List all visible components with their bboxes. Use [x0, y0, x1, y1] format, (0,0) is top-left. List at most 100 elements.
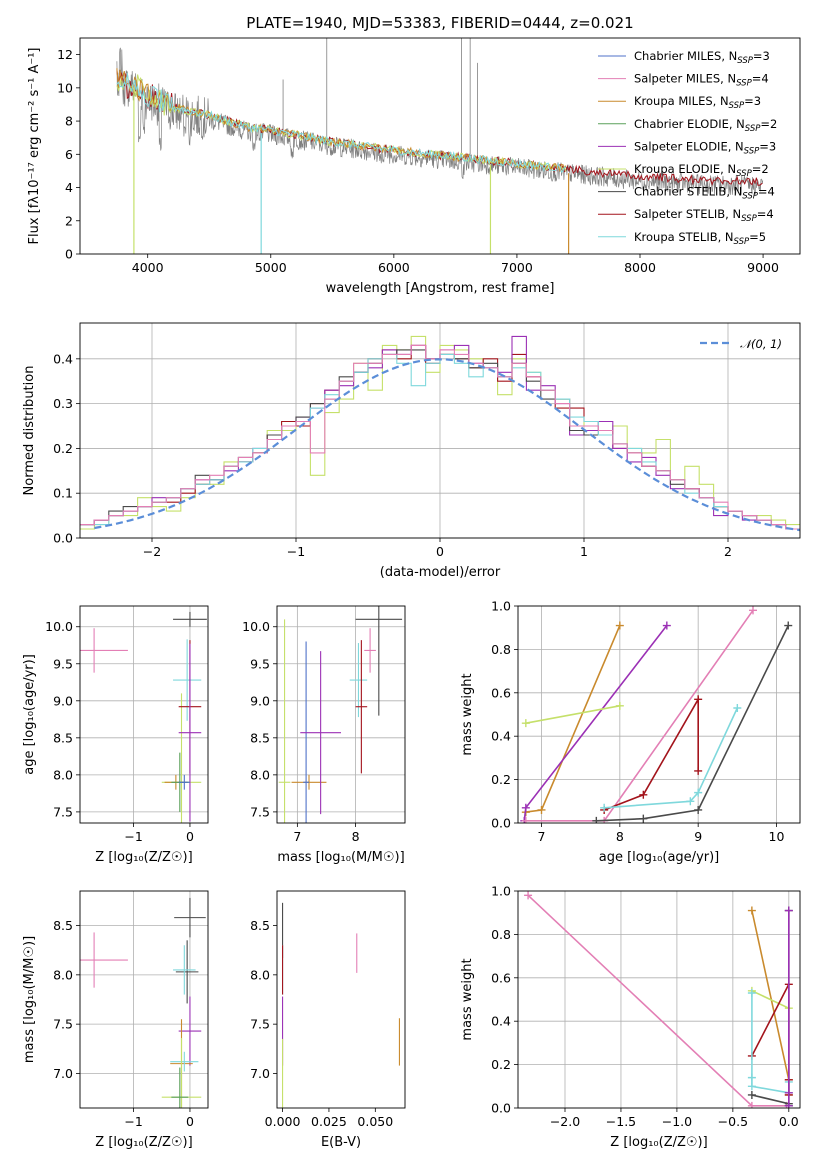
weight-marker — [747, 1082, 756, 1091]
x-tick-label: 8 — [352, 829, 360, 844]
weight-marker — [537, 805, 546, 814]
errorbar-point — [278, 619, 291, 823]
errorbar-point — [355, 606, 403, 716]
plot-area-weight-vs-age — [520, 606, 793, 823]
weight-line — [525, 705, 620, 724]
y-tick-label: 8.5 — [53, 918, 73, 933]
panel-mass-vs-Z: −1 0 7.0 7.5 8.0 8.5 Z [log₁₀(Z/Z☉)] mass [log₁… — [22, 890, 209, 1150]
y-tick-label: 0.6 — [491, 970, 511, 985]
legend-entry: Salpeter ELODIE, NSSP=3 — [598, 139, 776, 156]
y-tick-label: 0.0 — [491, 816, 511, 831]
y-tick-label: 0.6 — [491, 685, 511, 700]
x-tick-label: 0.000 — [265, 1114, 301, 1129]
weight-marker — [733, 703, 742, 712]
x-tick-label: 7000 — [501, 260, 533, 275]
legend-entry: Kroupa STELIB, NSSP=5 — [598, 230, 766, 247]
x-tick-label: 8000 — [624, 260, 656, 275]
y-tick-label: 7.0 — [250, 1066, 270, 1081]
weight-series-salpeter-elodie — [784, 906, 793, 1108]
y-tick-label: 8.0 — [53, 967, 73, 982]
y-axis-label: mass [log₁₀(M/M☉)] — [22, 936, 37, 1063]
weight-series-kroupa-miles — [521, 621, 624, 817]
weight-line — [751, 993, 790, 1094]
weight-line — [596, 625, 790, 822]
y-tick-label: 0.8 — [491, 642, 511, 657]
errorbar-point — [80, 932, 128, 988]
x-axis-label: mass [log₁₀(M/M☉)] — [277, 850, 404, 865]
weight-line — [603, 696, 699, 811]
errorbar-point — [170, 1051, 199, 1072]
weight-marker — [521, 719, 530, 728]
legend-entry: Salpeter STELIB, NSSP=4 — [598, 207, 774, 224]
figure-title: PLATE=1940, MJD=53383, FIBERID=0444, z=0… — [246, 14, 633, 32]
x-tick-label: −2.0 — [550, 1114, 580, 1129]
y-tick-label: 7.5 — [250, 1017, 270, 1032]
panel-age-vs-mass: 7 8 7.5 8.0 8.5 9.0 9.5 10.0 mass [log₁₀(M/M☉)] — [242, 605, 406, 865]
y-tick-label: 9.5 — [250, 656, 270, 671]
legend-label: Chabrier ELODIE, NSSP=2 — [634, 117, 777, 134]
weight-marker — [694, 805, 703, 814]
errorbar-point — [355, 640, 368, 774]
y-tick-label: 8.0 — [250, 767, 270, 782]
legend-label: 𝒩(0, 1) — [740, 337, 782, 351]
x-axis-label: Z [log₁₀(Z/Z☉)] — [610, 1135, 707, 1150]
legend-label: Chabrier MILES, NSSP=3 — [634, 49, 770, 66]
weight-marker — [749, 606, 757, 615]
grid-age-vs-mass — [277, 606, 405, 823]
x-tick-label: 2 — [724, 544, 732, 559]
weight-marker — [784, 621, 793, 630]
x-tick-label: 0 — [186, 829, 194, 844]
x-axis-label: Z [log₁₀(Z/Z☉)] — [95, 1135, 192, 1150]
x-tick-label: 0.025 — [311, 1114, 347, 1129]
weight-line — [751, 990, 790, 1009]
errorbar-point — [173, 639, 202, 721]
x-tick-label: 9000 — [747, 260, 779, 275]
weight-marker — [747, 1090, 756, 1099]
y-tick-label: 7.5 — [53, 804, 73, 819]
errorbar-point — [303, 641, 309, 823]
y-tick-label: 6 — [65, 147, 73, 162]
y-tick-label: 0.2 — [491, 1057, 511, 1072]
y-tick-label: 0.3 — [53, 396, 73, 411]
axes-frame — [276, 890, 406, 1109]
y-tick-label: 8.0 — [53, 767, 73, 782]
weight-series-salpeter-miles — [521, 606, 757, 823]
errorbar-point — [178, 996, 202, 1066]
axes-frame — [276, 605, 406, 824]
x-axis-label: Z [log₁₀(Z/Z☉)] — [95, 850, 192, 865]
weight-series-kroupa-stelib — [600, 703, 742, 812]
y-tick-label: 0.8 — [491, 927, 511, 942]
legend-entry: Chabrier ELODIE, NSSP=2 — [598, 117, 777, 134]
errorbar-point — [80, 628, 128, 673]
y-tick-label: 4 — [65, 180, 73, 195]
grid-weight-vs-age — [518, 605, 800, 824]
y-tick-label: 0.0 — [491, 1101, 511, 1116]
panel-spectrum: 4000 5000 6000 7000 8000 9000 0 2 4 6 8 10 12 wavelen… — [27, 37, 801, 296]
legend-entry: Chabrier STELIB, NSSP=4 — [598, 185, 775, 202]
x-tick-label: −1 — [124, 1114, 142, 1129]
y-tick-label: 1.0 — [491, 599, 511, 614]
weight-marker — [694, 766, 703, 775]
weight-marker — [615, 701, 624, 710]
model-spectrum-kroupa-elodie — [116, 74, 567, 172]
weight-marker — [747, 1101, 756, 1108]
weight-marker — [524, 891, 533, 900]
weight-line — [751, 910, 790, 1095]
x-tick-label: 0 — [186, 1114, 194, 1129]
y-tick-label: 12 — [57, 47, 73, 62]
legend-entry: Chabrier MILES, NSSP=3 — [598, 49, 770, 66]
y-tick-label: 7.5 — [53, 1017, 73, 1032]
errorbar-point — [175, 940, 199, 1004]
y-tick-label: 0.4 — [491, 729, 511, 744]
weight-series-kroupa-elodie — [521, 701, 624, 728]
weight-marker — [639, 790, 648, 799]
weight-marker — [747, 1073, 756, 1082]
legend-label: Kroupa ELODIE, NSSP=2 — [634, 162, 769, 179]
plot-area-age-vs-mass — [278, 606, 403, 823]
weight-line — [525, 609, 754, 822]
grid-mass-vs-Z — [80, 891, 208, 1108]
y-tick-label: 10.0 — [242, 619, 270, 634]
legend-entry: Salpeter MILES, NSSP=4 — [598, 72, 769, 89]
panel-weight-vs-age: 7 8 9 10 0.0 0.2 0.4 0.6 0.8 1.0 age [log₁₀(age/yr… — [460, 599, 801, 865]
weight-marker — [747, 906, 756, 915]
